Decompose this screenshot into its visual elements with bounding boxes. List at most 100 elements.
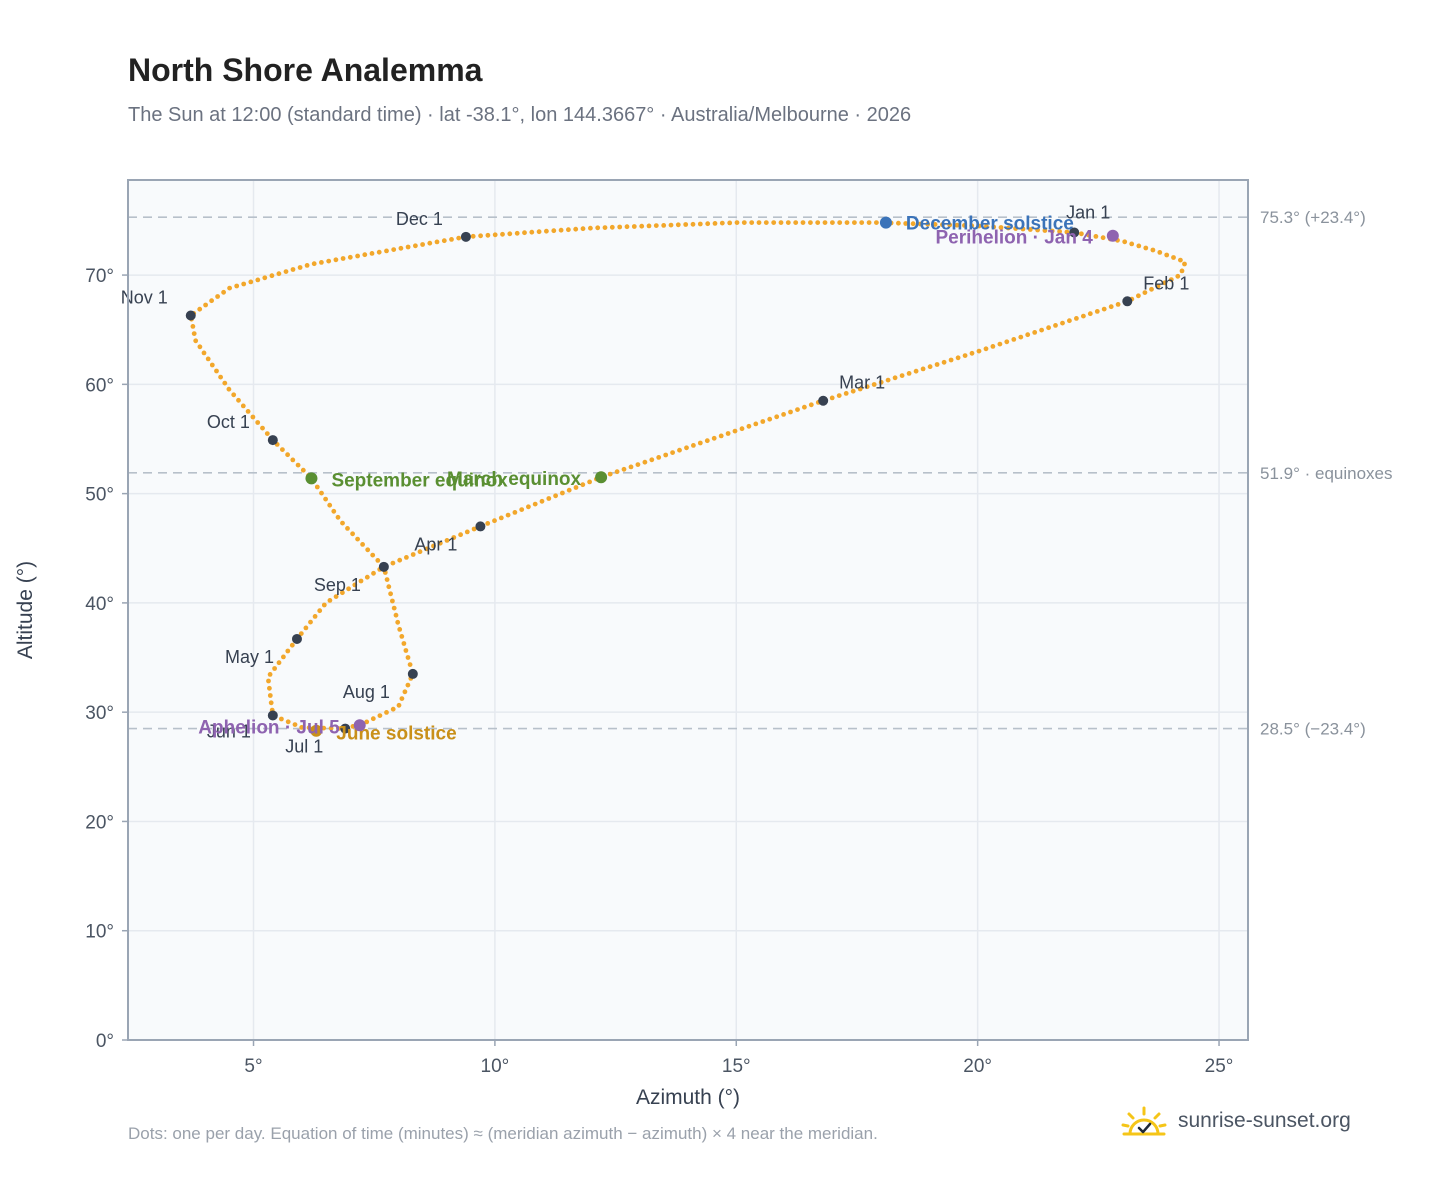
day-dot	[190, 324, 196, 329]
day-dot	[485, 232, 491, 238]
day-dot	[1013, 226, 1018, 231]
day-dot	[299, 725, 305, 730]
day-dot	[830, 220, 835, 226]
day-dot	[668, 222, 674, 228]
day-dot	[1057, 229, 1062, 234]
day-dot	[272, 666, 277, 671]
day-dot	[607, 471, 613, 477]
day-dot	[1155, 283, 1161, 289]
day-dot	[384, 248, 389, 254]
event-label: December solstice	[906, 214, 1074, 235]
footnote: Dots: one per day. Equation of time (min…	[128, 1124, 878, 1143]
day-dot	[844, 220, 850, 226]
day-dot	[312, 614, 318, 619]
day-dot	[255, 277, 261, 283]
day-dot	[500, 231, 505, 237]
day-dot	[304, 263, 310, 268]
day-dot	[642, 459, 648, 465]
day-dot	[962, 223, 967, 228]
day-dot	[209, 298, 215, 304]
day-dot	[364, 719, 370, 725]
day-dot	[663, 452, 669, 458]
day-dot	[485, 521, 491, 526]
day-dot	[297, 265, 303, 270]
day-dot	[393, 612, 399, 618]
event-label: March equinox	[447, 469, 582, 490]
day-dot	[340, 256, 346, 261]
y-axis-label: Altitude (°)	[14, 561, 37, 659]
day-dot	[431, 543, 436, 549]
day-dot	[532, 501, 538, 507]
day-dot	[285, 719, 291, 725]
day-dot	[852, 220, 857, 226]
day-dot	[279, 716, 284, 722]
day-dot	[614, 469, 620, 475]
day-dot	[399, 696, 405, 701]
analemma-path	[189, 220, 1187, 731]
y-tick-label: 60°	[85, 375, 114, 396]
day-dot	[1032, 330, 1038, 335]
month-label: Nov 1	[121, 288, 168, 308]
month-marker	[267, 710, 278, 721]
day-dot	[1150, 247, 1156, 253]
day-dot	[1020, 226, 1026, 232]
reference-line-label: 75.3° (+23.4°)	[1260, 208, 1366, 227]
day-dot	[624, 224, 630, 230]
day-dot	[969, 350, 975, 356]
day-dot	[1074, 316, 1079, 321]
month-label: Jan 1	[1066, 202, 1110, 222]
x-tick-label: 15°	[722, 1056, 751, 1077]
day-dot	[391, 247, 397, 253]
day-dot	[290, 457, 296, 463]
day-dot	[529, 229, 535, 235]
day-dot	[266, 678, 271, 684]
day-dot	[1004, 339, 1010, 345]
day-dot	[390, 706, 396, 712]
day-dot	[262, 275, 268, 281]
day-dot	[471, 526, 477, 532]
day-dot	[362, 252, 368, 258]
day-dot	[1129, 241, 1135, 247]
day-dot	[940, 222, 945, 228]
day-dot	[328, 725, 334, 731]
day-dot	[267, 693, 273, 698]
day-dot	[656, 455, 662, 460]
month-label: Dec 1	[396, 209, 443, 229]
day-dot	[403, 648, 409, 653]
day-dot	[1122, 239, 1128, 245]
y-tick-label: 10°	[85, 922, 114, 943]
day-dot	[697, 440, 703, 446]
day-dot	[437, 540, 443, 546]
day-dot	[704, 438, 710, 444]
day-dot	[874, 220, 879, 226]
day-dot	[1094, 309, 1100, 314]
day-dot	[1011, 337, 1017, 342]
day-dot	[778, 220, 784, 226]
month-markers: Jan 1 Feb 1 Mar 1 Apr 1 May 1 Jun 1 Jul 1 Aug 1…	[121, 202, 1190, 756]
day-dot	[621, 466, 627, 472]
day-dot	[388, 591, 393, 597]
month-marker	[407, 668, 418, 679]
y-tick-label: 0°	[96, 1031, 114, 1052]
day-dot	[983, 346, 989, 352]
day-dot	[1049, 228, 1055, 234]
day-dot	[1039, 327, 1044, 333]
day-dot	[283, 269, 289, 274]
y-tick-label: 40°	[85, 594, 114, 615]
day-dot	[850, 388, 856, 394]
day-dot	[675, 222, 681, 228]
chart-title: North Shore Analemma	[128, 52, 483, 88]
day-dot	[670, 450, 675, 455]
day-dot	[927, 364, 933, 370]
day-dot	[331, 508, 337, 514]
brand[interactable]: sunrise-sunset.org	[1120, 1104, 1351, 1138]
day-dot	[781, 412, 786, 417]
day-dot	[580, 226, 586, 232]
day-dot	[539, 498, 545, 504]
event-label: Perihelion · Jan 4	[935, 228, 1093, 249]
day-dot	[947, 222, 953, 228]
day-dot	[1168, 277, 1174, 282]
day-dot	[609, 224, 615, 230]
day-dot	[350, 531, 355, 537]
